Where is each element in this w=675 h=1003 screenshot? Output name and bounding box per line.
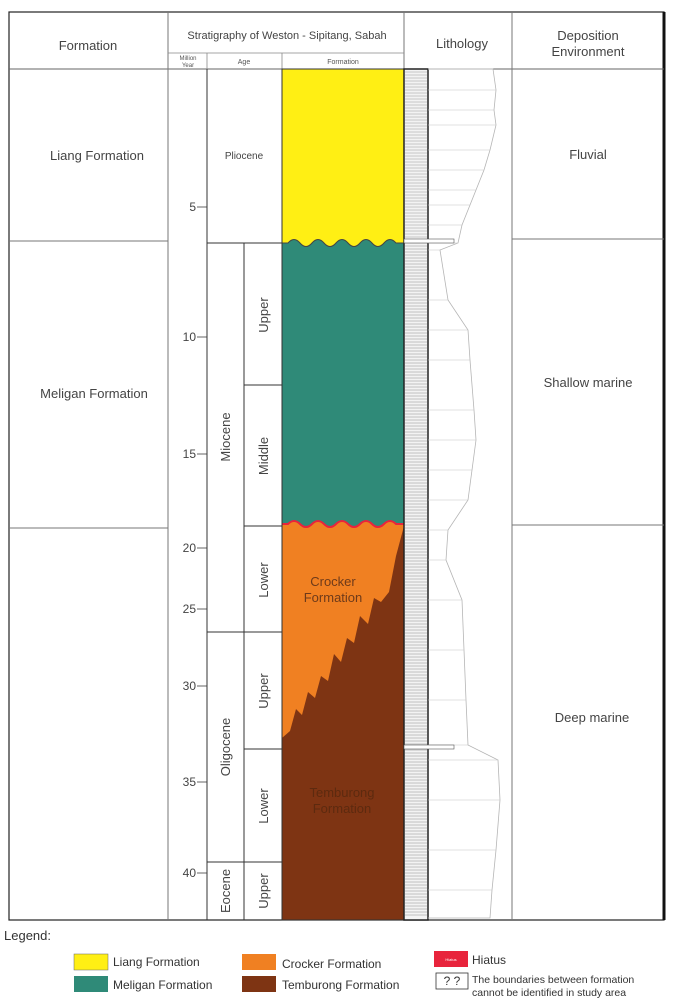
lithology-profile [403,68,501,919]
env-shallow-marine: Shallow marine [544,375,633,390]
epoch-miocene: Miocene [218,412,233,461]
legend-unknown-text-1: The boundaries between formation [472,974,634,986]
header-deposition-2: Environment [552,44,625,59]
temburong-label-2: Formation [313,801,372,816]
hiatus-top-line [282,239,404,247]
svg-text:25: 25 [183,602,197,616]
svg-text:15: 15 [183,447,197,461]
header-lithology: Lithology [436,36,489,51]
subage-middle-miocene: Middle [256,437,271,475]
header-deposition-1: Deposition [557,28,618,43]
tick-40: 40 [183,866,207,880]
legend-label-crocker: Crocker Formation [282,957,381,971]
svg-text:35: 35 [183,775,197,789]
legend-swatch-temburong [242,976,276,992]
temburong-label-1: Temburong [309,785,374,800]
subage-lower-miocene: Lower [256,562,271,598]
lithology-lines [405,71,427,916]
epoch-pliocene: Pliocene [225,151,264,162]
left-formation-liang: Liang Formation [50,148,144,163]
svg-text:10: 10 [183,330,197,344]
tick-25: 25 [183,602,207,616]
header-sub-formation: Formation [327,59,359,66]
tick-30: 30 [183,679,207,693]
left-formation-meligan: Meligan Formation [40,386,148,401]
legend-hiatus-swatch-text: Hiatus [445,957,456,962]
env-deep-marine: Deep marine [555,710,629,725]
legend-label-temburong: Temburong Formation [282,978,399,992]
crocker-label-1: Crocker [310,574,356,589]
header-formation: Formation [59,38,118,53]
formation-column [281,68,405,921]
legend-swatch-liang [73,953,109,971]
lithology-column [403,68,501,921]
hiatus-bottom-line [282,520,404,528]
legend-unknown-symbol: ? ? [444,974,461,988]
tick-20: 20 [183,541,207,555]
tick-35: 35 [183,775,207,789]
legend-swatch-meligan [74,976,108,992]
legend-label-hiatus: Hiatus [472,953,506,967]
legend: Legend: Liang Formation Meligan Formatio… [4,928,634,999]
svg-text:40: 40 [183,866,197,880]
tick-10: 10 [183,330,207,344]
subage-lower-oligocene: Lower [256,788,271,824]
tick-15: 15 [183,447,207,461]
header-age: Age [238,59,251,66]
header-stratigraphy: Stratigraphy of Weston - Sipitang, Sabah [187,30,386,42]
epoch-eocene: Eocene [218,869,233,913]
legend-swatch-hiatus [434,951,468,967]
header-million-year-2: Year [182,63,194,69]
legend-label-liang: Liang Formation [113,955,200,969]
million-year-axis: 5 10 15 20 25 30 35 40 [183,200,207,880]
legend-swatch-crocker [242,954,276,970]
legend-unknown-text-2: cannot be identified in study area [472,987,626,999]
temburong-fill [282,526,404,920]
subage-upper-oligocene: Upper [256,673,271,709]
legend-unknown-box [435,972,469,990]
crocker-label-2: Formation [304,590,363,605]
tick-5: 5 [189,200,207,214]
header-million-year-1: Million [179,56,196,62]
meligan-fill [282,239,404,527]
env-fluvial: Fluvial [569,147,607,162]
svg-text:30: 30 [183,679,197,693]
liang-fill [282,69,404,247]
subage-upper-miocene: Upper [256,297,271,333]
legend-title: Legend: [4,928,51,943]
legend-label-meligan: Meligan Formation [113,978,212,992]
lithology-strip [403,68,429,921]
svg-text:20: 20 [183,541,197,555]
svg-text:5: 5 [189,200,196,214]
epoch-oligocene: Oligocene [218,718,233,777]
subage-upper-eocene: Upper [256,873,271,909]
